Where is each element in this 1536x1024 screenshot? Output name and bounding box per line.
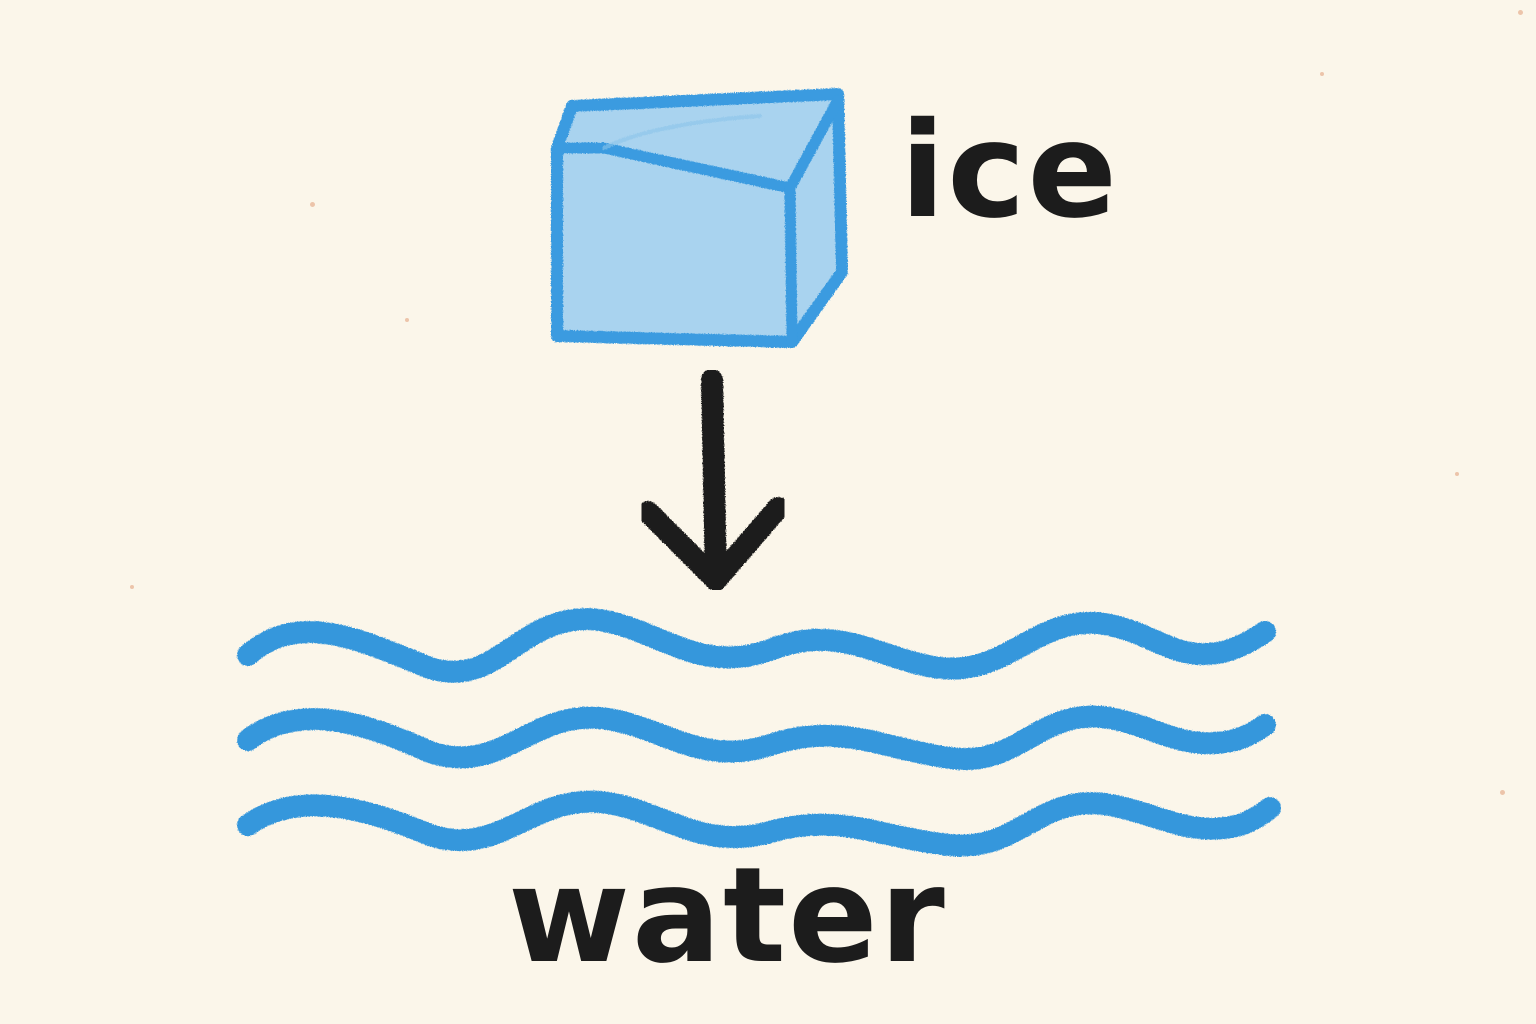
paper-speck: [1500, 790, 1505, 795]
water-waves-icon: [237, 608, 1281, 857]
wave-line: [237, 790, 1281, 857]
ice-cube-icon: [551, 88, 848, 348]
paper-speck: [1320, 72, 1324, 76]
ice-label: ice: [900, 94, 1120, 248]
wave-line: [237, 608, 1276, 683]
paper-speck: [1518, 10, 1523, 15]
water-label: water: [508, 839, 947, 993]
paper-speck: [1455, 472, 1459, 476]
paper-speck: [405, 318, 409, 322]
paper-speck: [310, 202, 315, 207]
wave-line: [237, 705, 1276, 771]
arrow-down-icon: [637, 369, 789, 591]
paper-speck: [130, 585, 134, 589]
